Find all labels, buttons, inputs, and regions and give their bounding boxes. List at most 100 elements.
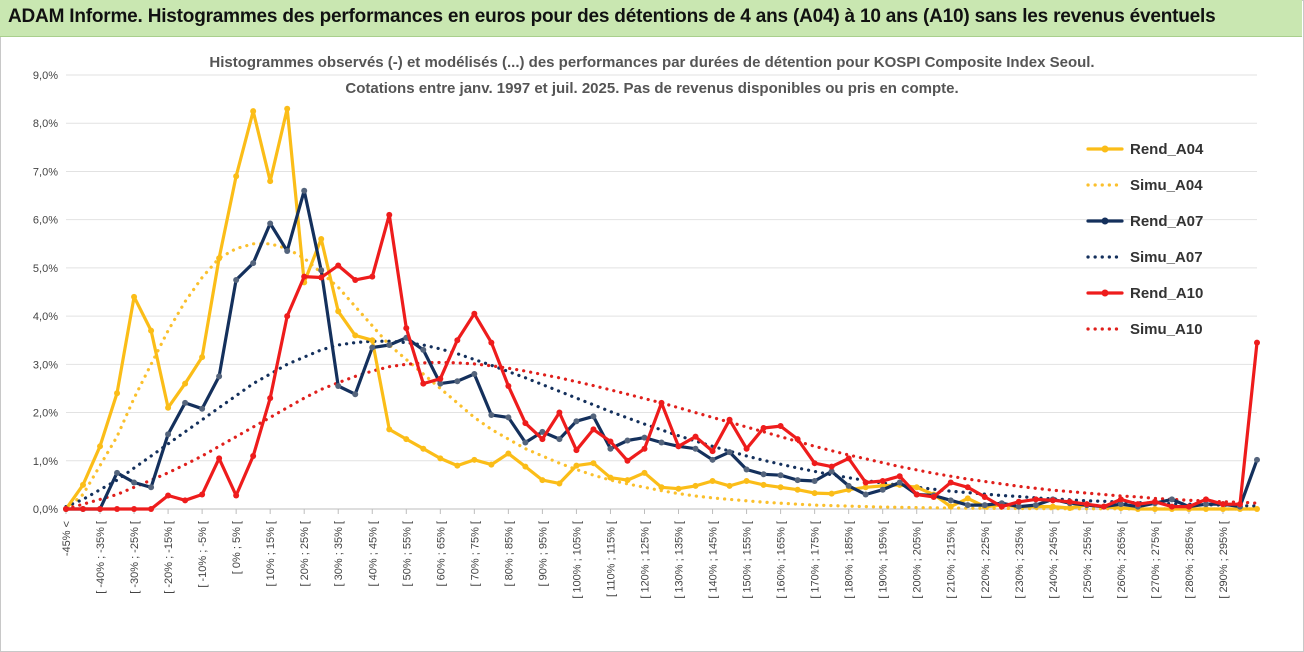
data-point-rend-a10 bbox=[403, 325, 410, 332]
data-point-rend-a10 bbox=[760, 424, 767, 431]
legend-label-simu-a04: Simu_A04 bbox=[1130, 177, 1203, 194]
data-point-rend-a07 bbox=[250, 260, 257, 267]
x-tick-label: [ 100% ; 105% [ bbox=[571, 521, 583, 599]
data-point-rend-a07 bbox=[131, 479, 138, 486]
data-point-rend-a07 bbox=[981, 502, 988, 509]
data-point-rend-a04 bbox=[267, 178, 274, 185]
data-point-rend-a10 bbox=[777, 423, 784, 430]
x-tick-label: [ -20% ; -15% [ bbox=[163, 521, 175, 594]
data-point-rend-a04 bbox=[352, 332, 359, 339]
data-point-rend-a07 bbox=[692, 445, 699, 452]
data-point-rend-a07 bbox=[794, 477, 801, 484]
data-point-rend-a10 bbox=[471, 310, 478, 317]
data-point-rend-a07 bbox=[607, 445, 614, 452]
x-tick-label: [ 120% ; 125% [ bbox=[639, 521, 651, 599]
data-point-rend-a07 bbox=[624, 437, 631, 444]
legend-label-simu-a10: Simu_A10 bbox=[1130, 321, 1203, 338]
data-point-rend-a10 bbox=[233, 492, 240, 499]
data-point-rend-a10 bbox=[131, 506, 138, 512]
data-point-rend-a04 bbox=[233, 173, 240, 180]
data-point-rend-a04 bbox=[97, 443, 104, 450]
data-point-rend-a07 bbox=[1032, 502, 1039, 509]
data-point-rend-a07 bbox=[284, 248, 291, 255]
report-title: ADAM Informe. Histogrammes des performan… bbox=[8, 6, 1216, 27]
data-point-rend-a10 bbox=[828, 463, 835, 470]
data-point-rend-a10 bbox=[1049, 497, 1056, 504]
data-point-rend-a04 bbox=[675, 485, 682, 492]
legend-label-rend-a04: Rend_A04 bbox=[1130, 141, 1204, 158]
data-point-rend-a04 bbox=[743, 478, 750, 485]
data-point-rend-a07 bbox=[709, 456, 716, 463]
data-point-rend-a04 bbox=[454, 462, 461, 469]
data-point-rend-a07 bbox=[199, 405, 206, 412]
data-point-rend-a10 bbox=[1117, 496, 1124, 503]
data-point-rend-a10 bbox=[658, 399, 665, 406]
data-point-rend-a07 bbox=[488, 411, 495, 418]
data-point-rend-a10 bbox=[1100, 503, 1107, 510]
data-point-rend-a04 bbox=[522, 463, 529, 470]
data-point-rend-a07 bbox=[641, 434, 648, 441]
report-banner: ADAM Informe. Histogrammes des performan… bbox=[0, 0, 1302, 37]
data-point-rend-a07 bbox=[318, 267, 325, 274]
data-point-rend-a04 bbox=[403, 436, 410, 443]
data-point-rend-a10 bbox=[505, 383, 512, 390]
data-point-rend-a07 bbox=[743, 466, 750, 473]
x-tick-label: [ -10% ; -5% [ bbox=[197, 521, 209, 588]
data-point-rend-a10 bbox=[386, 211, 393, 218]
data-point-rend-a04 bbox=[471, 456, 478, 463]
y-tick-label: 9,0% bbox=[33, 70, 58, 82]
data-point-rend-a04 bbox=[590, 460, 597, 467]
data-point-rend-a07 bbox=[556, 436, 563, 443]
x-tick-label: [ 140% ; 145% [ bbox=[708, 521, 720, 599]
data-point-rend-a07 bbox=[165, 431, 172, 438]
data-point-rend-a07 bbox=[862, 491, 869, 498]
y-axis: 0,0% 1,0% 2,0% 3,0% 4,0% 5,0% 6,0% 7,0% 8,0% 9,0% bbox=[33, 70, 58, 516]
x-tick-label: [ 130% ; 135% [ bbox=[674, 521, 686, 599]
data-point-rend-a10 bbox=[1236, 501, 1243, 508]
data-point-rend-a07 bbox=[828, 468, 835, 475]
data-point-rend-a10 bbox=[250, 452, 257, 459]
series-line-simu-a07 bbox=[64, 339, 1259, 509]
data-point-rend-a07 bbox=[777, 472, 784, 479]
data-point-rend-a10 bbox=[165, 492, 172, 499]
data-point-rend-a10 bbox=[1185, 503, 1192, 510]
legend-marker-rend-a07 bbox=[1101, 217, 1109, 225]
x-tick-label: [ 60% ; 65% [ bbox=[435, 521, 447, 586]
data-point-rend-a07 bbox=[148, 484, 155, 491]
legend-marker-rend-a04 bbox=[1101, 145, 1109, 153]
data-point-rend-a10 bbox=[1134, 501, 1141, 508]
y-tick-label: 1,0% bbox=[33, 456, 58, 468]
data-point-rend-a10 bbox=[607, 438, 614, 445]
x-tick-label: [ 80% ; 85% [ bbox=[503, 521, 515, 586]
data-point-rend-a10 bbox=[1168, 503, 1175, 510]
data-point-rend-a10 bbox=[590, 426, 597, 433]
data-point-rend-a07 bbox=[590, 413, 597, 420]
data-point-rend-a04 bbox=[284, 105, 291, 112]
data-point-rend-a10 bbox=[148, 506, 155, 512]
data-point-rend-a04 bbox=[1151, 506, 1158, 512]
data-point-rend-a07 bbox=[471, 370, 478, 377]
data-point-rend-a10 bbox=[284, 313, 291, 320]
x-tick-label: -45% < bbox=[61, 521, 73, 556]
data-point-rend-a10 bbox=[624, 457, 631, 464]
data-point-rend-a04 bbox=[420, 445, 427, 452]
x-tick-label: [ 30% ; 35% [ bbox=[333, 521, 345, 586]
data-point-rend-a10 bbox=[80, 506, 87, 512]
data-point-rend-a04 bbox=[862, 484, 869, 491]
data-point-rend-a04 bbox=[913, 484, 920, 491]
y-tick-label: 5,0% bbox=[33, 263, 58, 275]
x-tick-label: [ 220% ; 225% [ bbox=[980, 521, 992, 599]
data-point-rend-a04 bbox=[641, 469, 648, 476]
data-point-rend-a04 bbox=[165, 404, 172, 411]
data-point-rend-a04 bbox=[794, 486, 801, 493]
data-point-rend-a07 bbox=[335, 383, 342, 390]
data-point-rend-a10 bbox=[845, 455, 852, 462]
x-tick-label: [ 40% ; 45% [ bbox=[367, 521, 379, 586]
chart-title: Histogrammes observés (-) et modélisés (… bbox=[209, 54, 1095, 71]
x-tick-label: [ 20% ; 25% [ bbox=[299, 521, 311, 586]
data-point-rend-a04 bbox=[318, 235, 325, 242]
data-point-rend-a07 bbox=[505, 414, 512, 421]
data-point-rend-a10 bbox=[182, 497, 189, 504]
data-point-rend-a04 bbox=[964, 495, 971, 502]
